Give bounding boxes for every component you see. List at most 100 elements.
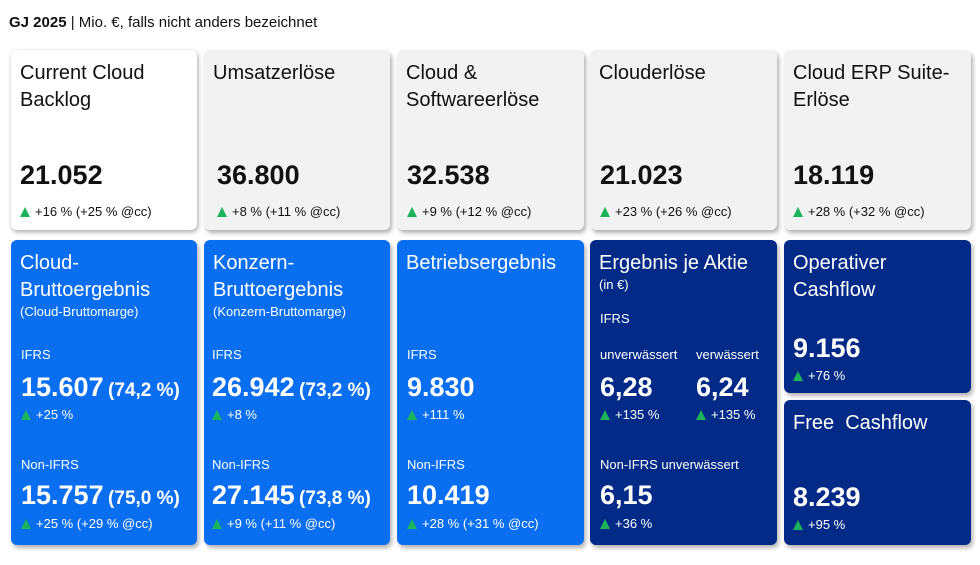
non-ifrs-label: Non-IFRS unverwässert bbox=[600, 457, 739, 472]
up-arrow-icon bbox=[20, 206, 30, 217]
separator: | bbox=[66, 14, 79, 31]
diluted-eps-change: +135 % bbox=[696, 407, 755, 422]
non-ifrs-label: Non-IFRS bbox=[212, 457, 270, 472]
ifrs-label: IFRS bbox=[212, 347, 242, 362]
unit-note: Mio. €, falls nicht anders bezeichnet bbox=[78, 14, 318, 31]
kpi-change: +23 % (+26 % @cc) bbox=[600, 204, 732, 219]
up-arrow-icon bbox=[600, 206, 610, 217]
diluted-eps-value: 6,24 bbox=[696, 372, 749, 402]
change-text: +9 % (+11 % @cc) bbox=[227, 516, 336, 531]
kpi-title: Betriebsergebnis bbox=[406, 252, 557, 274]
change-text: +8 % bbox=[227, 407, 257, 422]
kpi-card-free-cashflow: Free Cashflow 8.239 +95 % bbox=[784, 400, 971, 545]
kpi-title: Clouderlöse bbox=[599, 62, 706, 84]
kpi-change: +16 % (+25 % @cc) bbox=[20, 204, 152, 219]
kpi-value: 26.942 bbox=[212, 372, 295, 402]
change-text: +9 % (+12 % @cc) bbox=[422, 204, 532, 219]
up-arrow-icon bbox=[21, 409, 31, 420]
up-arrow-icon bbox=[407, 518, 417, 529]
basic-eps-value: 6,28 bbox=[600, 372, 653, 402]
up-arrow-icon bbox=[600, 518, 610, 529]
kpi-margin: (73,2 %) bbox=[299, 380, 371, 401]
kpi-value: 21.023 bbox=[600, 160, 683, 190]
fiscal-year: GJ 2025 bbox=[9, 14, 67, 31]
kpi-value: 10.419 bbox=[407, 480, 490, 510]
kpi-card-operating-profit: Betriebsergebnis IFRS 9.830 +111 % Non-I… bbox=[397, 240, 584, 545]
kpi-value: 8.239 bbox=[793, 482, 861, 512]
kpi-change: +36 % bbox=[600, 516, 652, 531]
ifrs-label: IFRS bbox=[600, 311, 630, 326]
up-arrow-icon bbox=[793, 206, 803, 217]
up-arrow-icon bbox=[212, 518, 222, 529]
kpi-card-current-cloud-backlog: Current Cloud Backlog 21.052 +16 % (+25 … bbox=[11, 50, 197, 230]
non-ifrs-value-row: 27.145 (73,8 %) bbox=[212, 480, 371, 511]
kpi-card-operating-cashflow: Operativer Cashflow 9.156 +76 % bbox=[784, 240, 971, 393]
kpi-value: 21.052 bbox=[20, 160, 103, 190]
kpi-margin: (74,2 %) bbox=[108, 380, 180, 401]
kpi-subtitle: (Cloud-Bruttomarge) bbox=[20, 304, 139, 319]
kpi-change: +95 % bbox=[793, 517, 845, 532]
non-ifrs-value-row: 15.757 (75,0 %) bbox=[21, 480, 180, 511]
ifrs-label: IFRS bbox=[21, 347, 51, 362]
change-text: +8 % (+11 % @cc) bbox=[232, 204, 341, 219]
change-text: +16 % (+25 % @cc) bbox=[35, 204, 152, 219]
kpi-card-cloud-revenue: Clouderlöse 21.023 +23 % (+26 % @cc) bbox=[590, 50, 777, 230]
ifrs-value-row: 26.942 (73,2 %) bbox=[212, 372, 371, 403]
change-text: +23 % (+26 % @cc) bbox=[615, 204, 732, 219]
kpi-subtitle: (Konzern-Bruttomarge) bbox=[213, 304, 346, 319]
up-arrow-icon bbox=[793, 519, 803, 530]
change-text: +76 % bbox=[808, 368, 846, 383]
kpi-title: Free Cashflow bbox=[793, 412, 928, 434]
up-arrow-icon bbox=[793, 370, 803, 381]
up-arrow-icon bbox=[212, 409, 222, 420]
kpi-change: +28 % (+32 % @cc) bbox=[793, 204, 925, 219]
kpi-change: +8 % bbox=[212, 407, 257, 422]
diluted-label: verwässert bbox=[696, 347, 759, 362]
kpi-title: Ergebnis je Aktie bbox=[599, 252, 748, 274]
change-text: +25 % bbox=[36, 407, 74, 422]
kpi-card-cloud-gross-profit: Cloud-Bruttoergebnis (Cloud-Bruttomarge)… bbox=[11, 240, 197, 545]
kpi-value: 15.607 bbox=[21, 372, 104, 402]
kpi-change: +76 % bbox=[793, 368, 845, 383]
kpi-change: +111 % bbox=[407, 407, 465, 422]
change-text: +135 % bbox=[711, 407, 756, 422]
up-arrow-icon bbox=[21, 518, 31, 529]
up-arrow-icon bbox=[600, 409, 610, 420]
kpi-value: 15.757 bbox=[21, 480, 104, 510]
kpi-change: +9 % (+12 % @cc) bbox=[407, 204, 531, 219]
kpi-title: Current Cloud Backlog bbox=[20, 62, 145, 111]
kpi-title: Konzern-Bruttoergebnis bbox=[213, 252, 344, 301]
non-ifrs-eps-value: 6,15 bbox=[600, 480, 653, 510]
kpi-change: +25 % bbox=[21, 407, 73, 422]
kpi-card-cloud-software-revenue: Cloud & Softwareerlöse 32.538 +9 % (+12 … bbox=[397, 50, 584, 230]
non-ifrs-label: Non-IFRS bbox=[21, 457, 79, 472]
change-text: +28 % (+32 % @cc) bbox=[808, 204, 925, 219]
change-text: +25 % (+29 % @cc) bbox=[36, 516, 153, 531]
kpi-value: 18.119 bbox=[793, 160, 875, 190]
change-text: +28 % (+31 % @cc) bbox=[422, 516, 539, 531]
change-text: +95 % bbox=[808, 517, 846, 532]
ifrs-value-row: 15.607 (74,2 %) bbox=[21, 372, 180, 403]
change-text: +111 % bbox=[422, 407, 465, 422]
kpi-card-revenue: Umsatzerlöse 36.800 +8 % (+11 % @cc) bbox=[204, 50, 390, 230]
up-arrow-icon bbox=[217, 206, 227, 217]
kpi-change: +8 % (+11 % @cc) bbox=[217, 204, 340, 219]
non-ifrs-label: Non-IFRS bbox=[407, 457, 465, 472]
up-arrow-icon bbox=[407, 206, 417, 217]
kpi-margin: (75,0 %) bbox=[108, 488, 180, 509]
up-arrow-icon bbox=[696, 409, 706, 420]
kpi-margin: (73,8 %) bbox=[299, 488, 371, 509]
kpi-value: 27.145 bbox=[212, 480, 295, 510]
kpi-title: Cloud & Softwareerlöse bbox=[406, 62, 540, 111]
kpi-card-group-gross-profit: Konzern-Bruttoergebnis (Konzern-Bruttoma… bbox=[204, 240, 390, 545]
kpi-value: 9.156 bbox=[793, 333, 861, 363]
up-arrow-icon bbox=[407, 409, 417, 420]
kpi-title: Umsatzerlöse bbox=[213, 62, 336, 84]
kpi-title: Cloud-Bruttoergebnis bbox=[20, 252, 151, 301]
kpi-subtitle: (in €) bbox=[599, 277, 629, 292]
kpi-title: Cloud ERP Suite-Erlöse bbox=[793, 62, 950, 111]
ifrs-label: IFRS bbox=[407, 347, 437, 362]
change-text: +36 % bbox=[615, 516, 653, 531]
page-header: GJ 2025 | Mio. €, falls nicht anders bez… bbox=[9, 14, 317, 31]
kpi-value: 32.538 bbox=[407, 160, 490, 190]
